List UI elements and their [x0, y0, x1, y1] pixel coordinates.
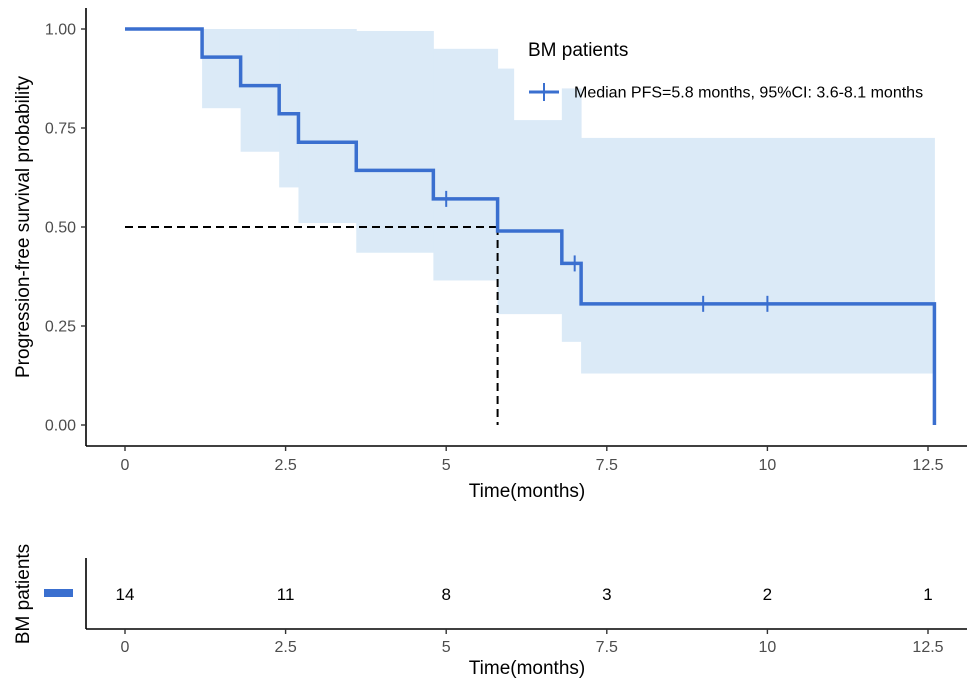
risk-table-panel: 14 11 8 3 2 1 0 2.5 5 7.5 10 12.5 BM patients Time…: [13, 544, 967, 679]
risk-count-value: 2: [763, 585, 772, 604]
risk-x-axis-title: Time(months): [469, 658, 585, 679]
legend-entry-label: Median PFS=5.8 months, 95%CI: 3.6-8.1 mo…: [574, 85, 923, 102]
median-reference-lines: [125, 226, 499, 425]
survival-x-tick-label: 2.5: [274, 457, 296, 474]
confidence-band-segment: [433, 48, 499, 281]
confidence-band-segment: [581, 137, 935, 374]
risk-count-value: 8: [441, 585, 450, 604]
survival-y-tick-label: 0.00: [45, 418, 76, 435]
risk-x-tick-label: 10: [759, 639, 777, 656]
risk-x-tick-label: 7.5: [596, 639, 618, 656]
survival-x-tick-label: 12.5: [912, 457, 943, 474]
survival-x-tick-label: 0: [121, 457, 130, 474]
survival-x-axis-title: Time(months): [469, 481, 585, 502]
confidence-band-segment: [298, 29, 357, 224]
confidence-band-segment: [279, 29, 299, 188]
censor-marks-group: [445, 190, 769, 312]
confidence-band: [202, 29, 935, 374]
risk-count-value: 11: [277, 585, 295, 604]
survival-x-tick-label: 7.5: [596, 457, 618, 474]
survival-y-tick-label: 0.50: [45, 220, 76, 237]
confidence-band-segment: [356, 30, 434, 253]
confidence-band-segment: [513, 120, 563, 315]
risk-x-tick-label: 12.5: [912, 639, 943, 656]
survival-y-tick-label: 0.25: [45, 319, 76, 336]
confidence-band-segment: [240, 29, 280, 152]
risk-table-axes: 0 2.5 5 7.5 10 12.5: [85, 558, 967, 656]
survival-plot-panel: 0.00 0.25 0.50 0.75 1.00 0 2.5 5 7.5 10 12.5 Time(…: [13, 8, 967, 502]
legend: BM patients Median PFS=5.8 months, 95%CI…: [528, 40, 923, 102]
risk-x-tick-label: 5: [442, 639, 451, 656]
risk-counts-group: 14 11 8 3 2 1: [116, 585, 933, 604]
confidence-band-segment: [497, 68, 515, 315]
legend-title: BM patients: [528, 40, 628, 61]
survival-x-tick-label: 10: [759, 457, 777, 474]
risk-row-label: BM patients: [13, 544, 34, 644]
survival-y-axis-title: Progression-free survival probability: [13, 75, 34, 378]
risk-x-tick-label: 2.5: [274, 639, 296, 656]
risk-count-value: 3: [602, 585, 611, 604]
risk-count-value: 14: [116, 585, 135, 604]
survival-y-tick-label: 1.00: [45, 22, 76, 39]
confidence-band-segment: [561, 88, 582, 342]
risk-count-value: 1: [923, 585, 932, 604]
survival-plot-axes: 0.00 0.25 0.50 0.75 1.00 0 2.5 5 7.5 10 12.5: [45, 8, 967, 474]
risk-row-color-key: [44, 589, 73, 597]
survival-x-tick-label: 5: [442, 457, 451, 474]
survival-y-tick-label: 0.75: [45, 121, 76, 138]
risk-x-tick-label: 0: [121, 639, 130, 656]
confidence-band-segment: [202, 29, 242, 109]
